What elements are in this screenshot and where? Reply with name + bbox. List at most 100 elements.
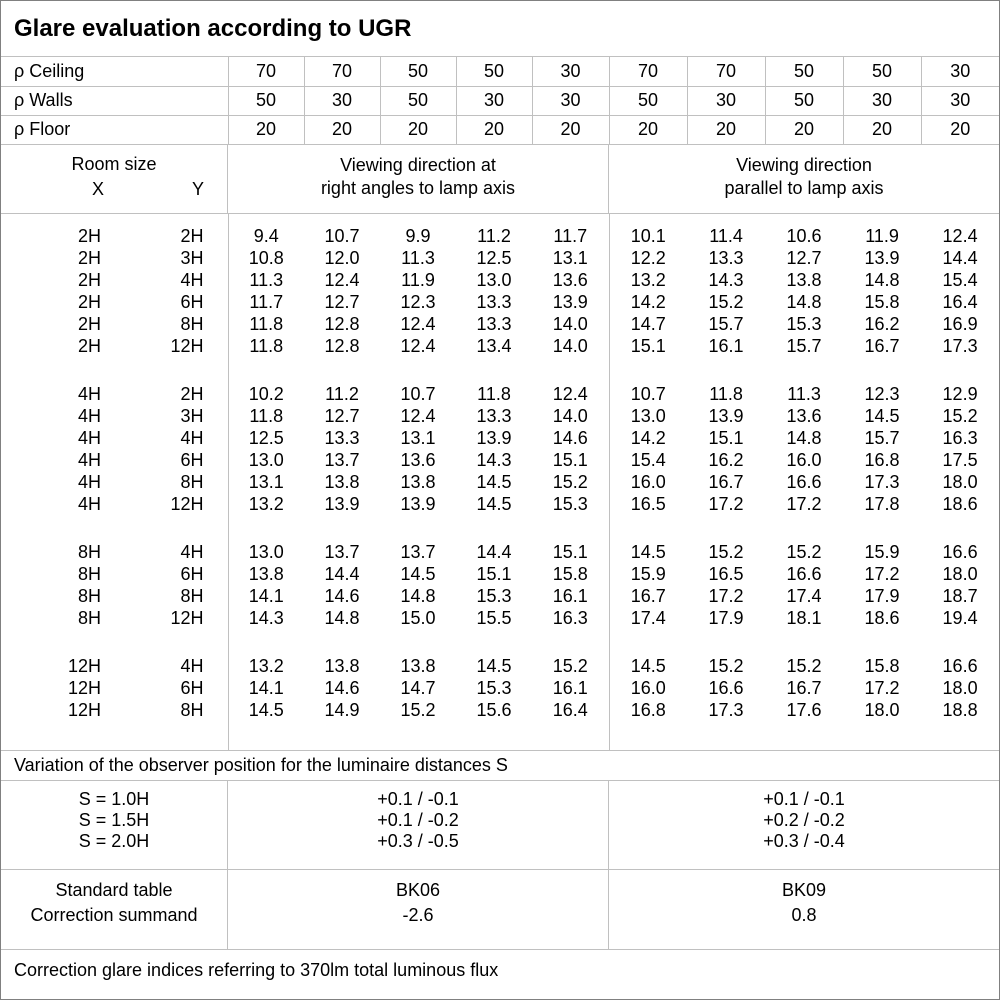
observer-correction-parallel: +0.3 / -0.4	[763, 830, 845, 851]
ugr-value-parallel: 17.3	[864, 472, 900, 492]
ugr-value-right-angles: 14.6	[324, 586, 360, 606]
observer-distance-label: S = 1.0H	[78, 788, 150, 809]
ugr-value-parallel: 18.8	[942, 700, 978, 720]
ugr-value-parallel: 16.0	[630, 678, 666, 698]
reflectance-value: 50	[380, 86, 457, 116]
ugr-value-right-angles: 13.1	[532, 247, 610, 270]
ugr-value-parallel: 13.6	[786, 406, 822, 426]
reflectance-row: ρ Ceiling 70 70 50 50 30 70 70 50 50 30	[1, 57, 999, 87]
ugr-value-parallel: 17.6	[786, 700, 822, 720]
ugr-value-parallel: 15.7	[708, 314, 744, 334]
room-y-value: 6H	[101, 449, 229, 472]
ugr-value-right-angles: 11.8	[249, 406, 284, 426]
room-x-value: 12H	[67, 678, 101, 698]
reflectance-row: ρ Walls 50 30 50 30 30 50 30 50 30 30	[1, 86, 999, 116]
ugr-value-parallel: 16.6	[942, 542, 978, 562]
reflectance-value: 20	[765, 115, 844, 145]
gap-cell	[609, 722, 999, 750]
ugr-value-parallel: 15.8	[864, 292, 900, 312]
ugr-value-right-angles: 14.5	[476, 494, 512, 514]
ugr-value-parallel: 17.2	[708, 494, 744, 514]
ugr-value-right-angles: 14.4	[324, 564, 360, 584]
ugr-value-right-angles: 16.1	[532, 585, 610, 608]
ugr-value-parallel: 14.2	[630, 428, 666, 448]
ugr-value-parallel: 16.6	[786, 472, 822, 492]
table-row: 2H 2H 9.4 10.7 9.9 11.2 11.7 10.1 11.4 10.6 11.9 12…	[1, 225, 999, 248]
reflectance-value: 20	[304, 115, 381, 145]
reflectance-value: 70	[687, 57, 766, 87]
ugr-value-parallel: 16.8	[630, 700, 666, 720]
footer-note: Correction glare indices referring to 37…	[14, 960, 499, 980]
ugr-value-parallel: 15.3	[786, 314, 822, 334]
ugr-value-parallel: 13.3	[708, 248, 744, 268]
observer-variation-parallel: +0.1 / -0.1 +0.2 / -0.2 +0.3 / -0.4	[609, 781, 999, 869]
room-y-value: 12H	[101, 493, 229, 516]
gap-cell	[228, 721, 610, 750]
room-y-value: 8H	[101, 313, 229, 336]
ugr-value-right-angles: 14.3	[476, 450, 512, 470]
ugr-value-parallel: 15.2	[786, 656, 822, 676]
ugr-value-parallel: 17.3	[708, 700, 744, 720]
ugr-value-right-angles: 14.7	[400, 678, 436, 698]
ugr-value-right-angles: 12.4	[324, 270, 360, 290]
ugr-value-parallel: 10.6	[786, 226, 822, 246]
ugr-value-parallel: 15.4	[942, 270, 978, 290]
ugr-value-right-angles: 11.8	[249, 336, 284, 356]
ugr-value-right-angles: 14.6	[324, 678, 360, 698]
ugr-value-parallel: 16.0	[630, 472, 666, 492]
gap-cell	[1, 213, 229, 226]
ugr-value-parallel: 17.2	[786, 494, 822, 514]
ugr-value-right-angles: 10.7	[324, 226, 360, 246]
ugr-value-right-angles: 13.2	[248, 656, 284, 676]
ugr-value-right-angles: 15.0	[400, 608, 436, 628]
ugr-value-parallel: 12.9	[942, 384, 978, 404]
gap-cell	[1, 357, 229, 384]
ugr-value-right-angles: 10.8	[248, 248, 284, 268]
ugr-value-right-angles: 14.1	[248, 586, 284, 606]
reflectance-value: 20	[228, 115, 305, 145]
ugr-value-parallel: 13.0	[630, 406, 666, 426]
ugr-value-parallel: 16.7	[630, 586, 666, 606]
reflectance-value: 30	[532, 57, 610, 87]
reflectance-value: 50	[609, 86, 688, 116]
ugr-value-right-angles: 13.9	[476, 428, 512, 448]
ugr-value-right-angles: 15.8	[532, 563, 610, 586]
table-row: 4H 12H 13.2 13.9 13.9 14.5 15.3 16.5 17.2 17.2 17.…	[1, 493, 999, 516]
gap-cell	[228, 629, 610, 656]
room-x-value: 4H	[77, 384, 101, 404]
ugr-value-right-angles: 13.1	[248, 472, 284, 492]
gap-cell	[1, 629, 229, 656]
ugr-value-right-angles: 10.2	[248, 384, 284, 404]
room-size-x-label: X	[91, 178, 104, 199]
table-row: 4H 2H 10.2 11.2 10.7 11.8 12.4 10.7 11.8 11.3 12.3…	[1, 383, 999, 406]
ugr-value-right-angles: 16.1	[532, 677, 610, 700]
table-row: 4H 8H 13.1 13.8 13.8 14.5 15.2 16.0 16.7 16.6 17.3…	[1, 471, 999, 494]
ugr-value-parallel: 12.7	[786, 248, 822, 268]
room-size-label: Room size	[71, 153, 157, 174]
ugr-value-parallel: 13.9	[864, 248, 900, 268]
ugr-value-right-angles: 15.1	[476, 564, 512, 584]
ugr-value-right-angles: 12.4	[532, 383, 610, 406]
ugr-value-right-angles: 15.2	[532, 471, 610, 494]
table-row: 4H 3H 11.8 12.7 12.4 13.3 14.0 13.0 13.9 13.6 14.5…	[1, 405, 999, 428]
ugr-value-right-angles: 12.4	[400, 336, 436, 356]
observer-correction-right-angles: +0.3 / -0.5	[377, 830, 459, 851]
gap-cell	[228, 213, 610, 226]
ugr-value-parallel: 14.5	[630, 542, 666, 562]
ugr-value-right-angles: 14.5	[476, 472, 512, 492]
ugr-value-parallel: 15.9	[630, 564, 666, 584]
table-row: 12H 8H 14.5 14.9 15.2 15.6 16.4 16.8 17.3 17.6 18.…	[1, 699, 999, 722]
ugr-value-right-angles: 15.3	[476, 586, 512, 606]
ugr-value-parallel: 15.2	[708, 292, 744, 312]
ugr-values-section: 2H 2H 9.4 10.7 9.9 11.2 11.7 10.1 11.4 10.6 11.9 12…	[1, 213, 999, 751]
ugr-value-parallel: 14.3	[708, 270, 744, 290]
ugr-value-right-angles: 10.7	[400, 384, 436, 404]
table-gap-row	[1, 213, 999, 226]
room-y-value: 4H	[101, 655, 229, 678]
ugr-value-parallel: 14.8	[786, 292, 822, 312]
ugr-value-parallel: 15.7	[864, 428, 900, 448]
ugr-value-right-angles: 13.3	[476, 314, 512, 334]
room-size-y-label: Y	[191, 178, 204, 199]
room-y-value: 6H	[101, 677, 229, 700]
